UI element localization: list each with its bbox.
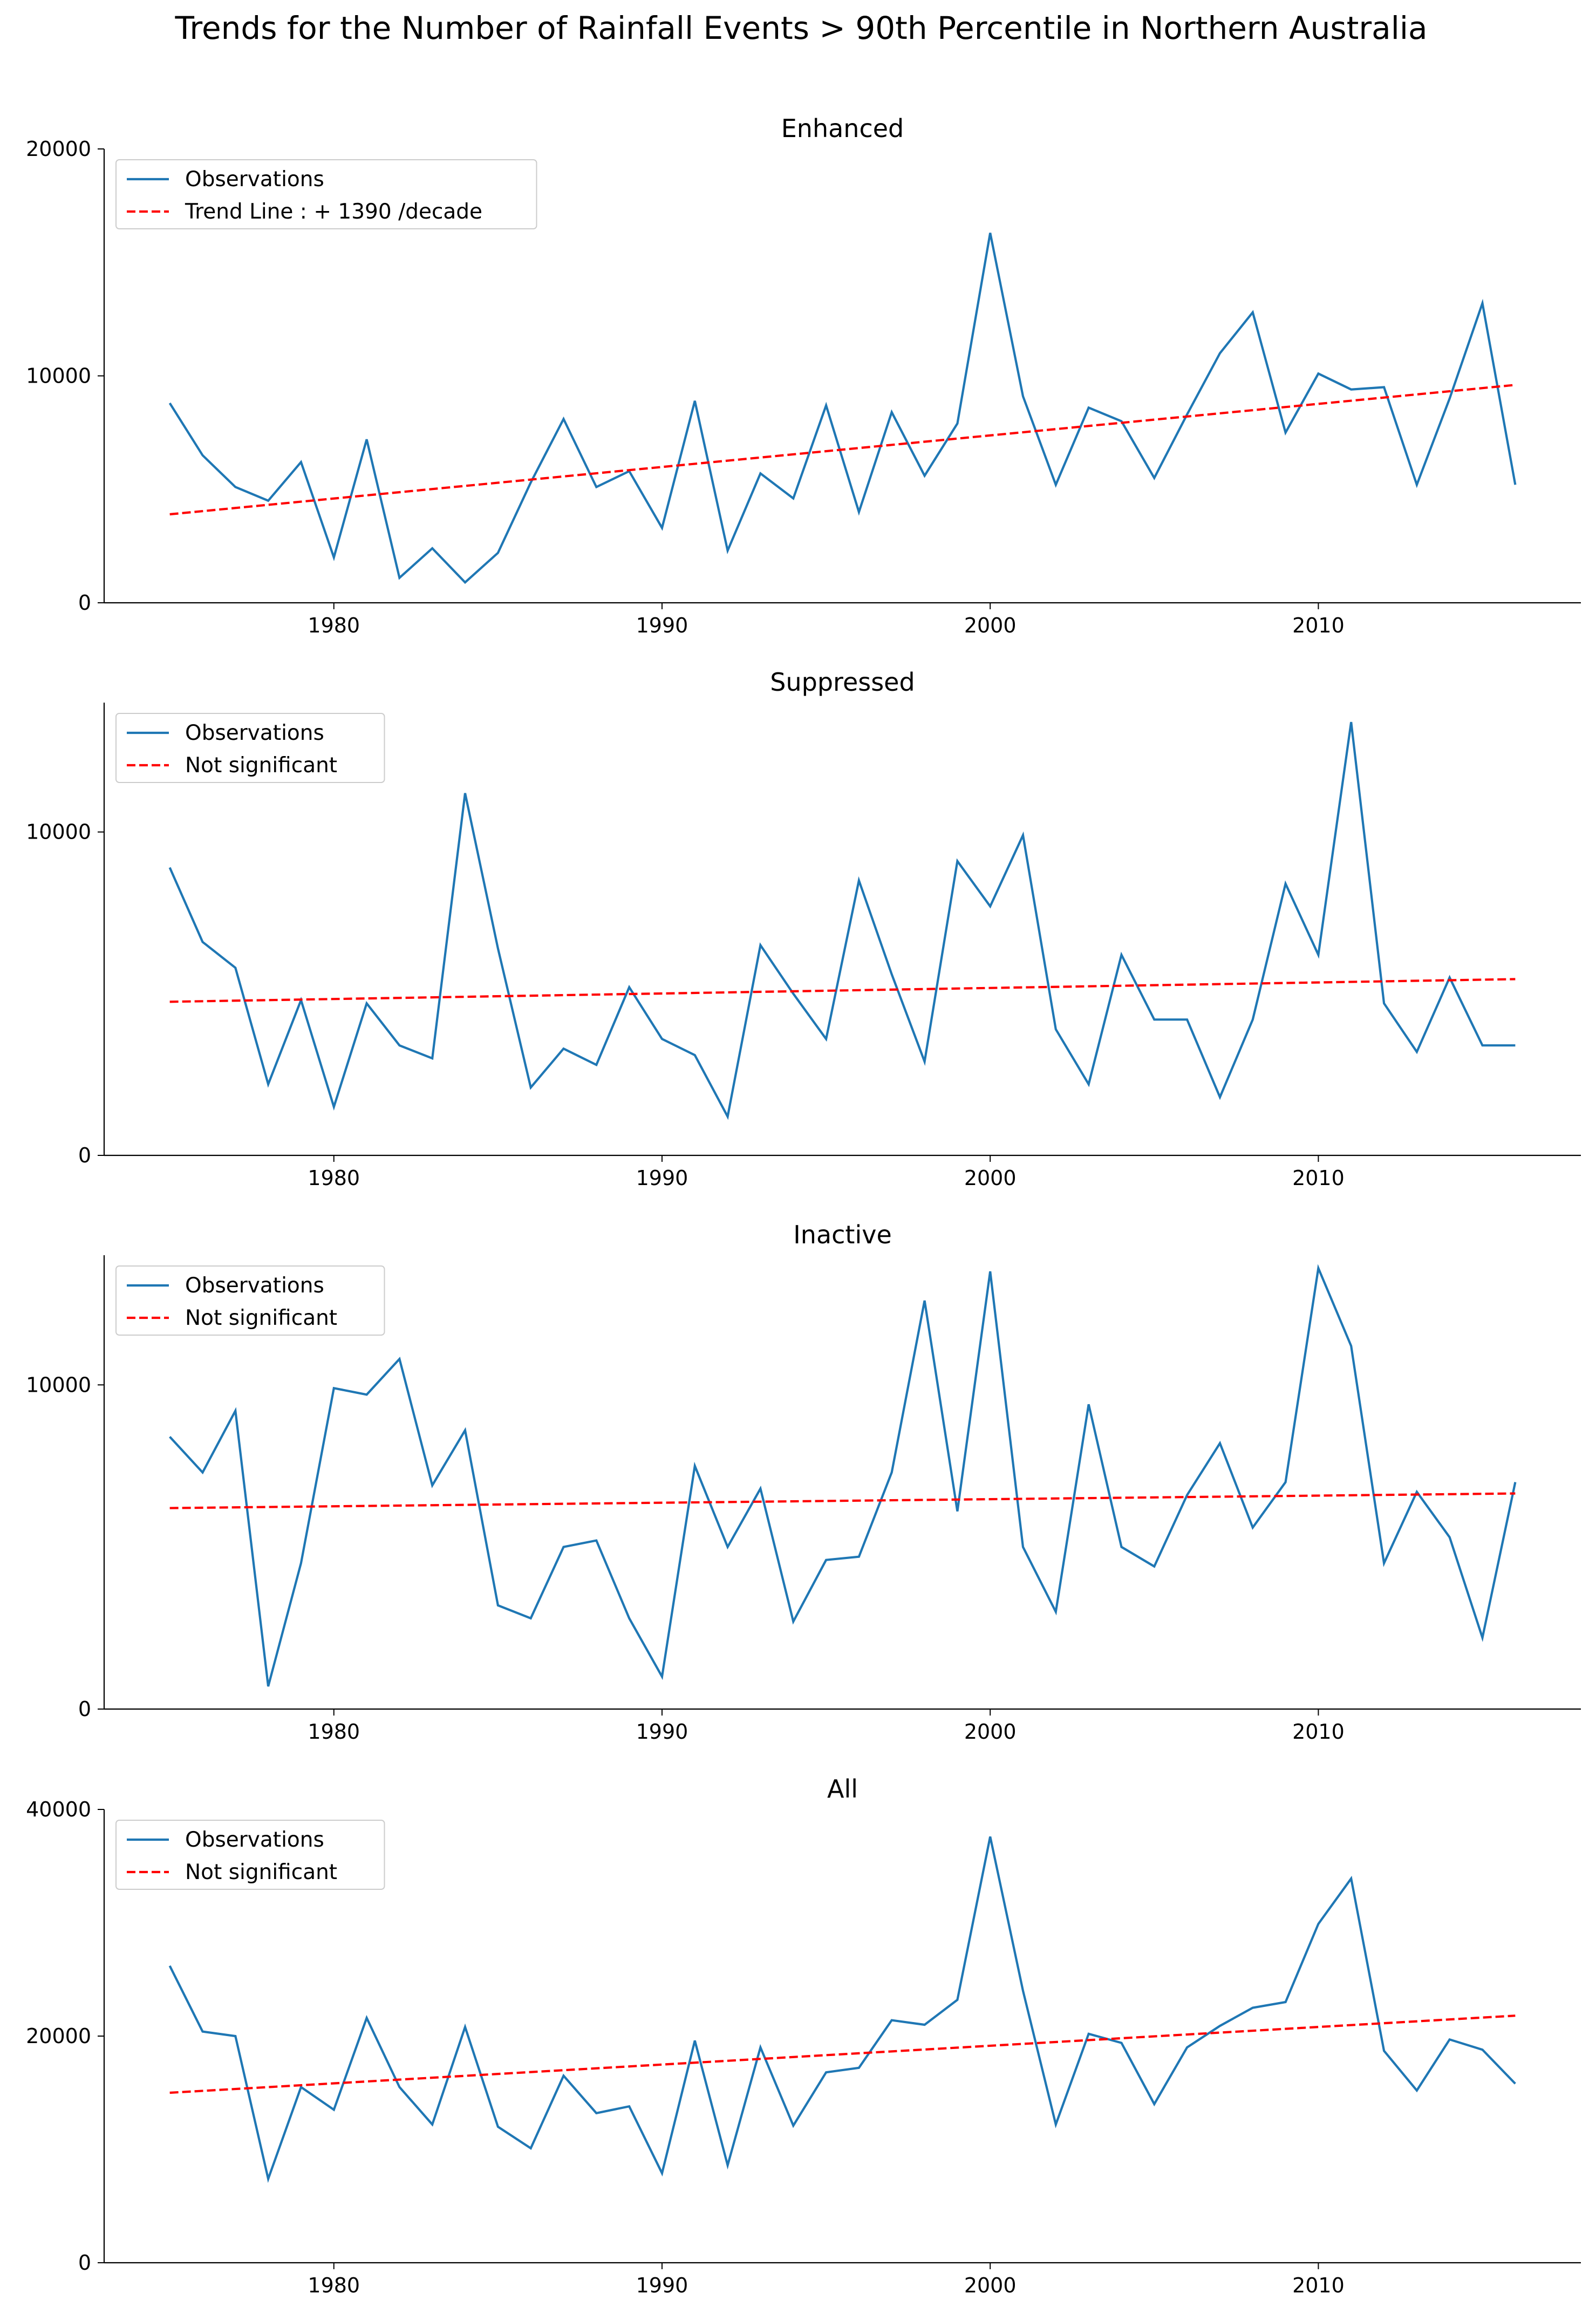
legend-label: Observations — [185, 721, 324, 745]
x-tick-label: 1990 — [636, 2274, 688, 2297]
legend: Observations Trend Line : + 1390 /decade — [115, 159, 537, 229]
y-tick-label: 40000 — [26, 1798, 91, 1821]
legend-frame — [115, 1265, 385, 1336]
subplot-all: All 1980 1990 2000 2010 0 20000 40000 Observatio… — [26, 1774, 1581, 2297]
y-tick-label: 20000 — [26, 137, 91, 161]
observations-line — [168, 722, 1516, 1120]
y-tick-label: 10000 — [26, 820, 91, 844]
x-tick-label: 1990 — [636, 614, 688, 637]
trend-line — [169, 1492, 1516, 1509]
subplot-enhanced: Enhanced 1980 1990 2000 2010 0 10000 20000 Obser… — [26, 114, 1581, 637]
y-tick-label: 0 — [78, 2251, 91, 2275]
legend-label: Observations — [185, 1828, 324, 1852]
subplot-title: Inactive — [793, 1220, 892, 1249]
legend-label: Not significant — [185, 1860, 337, 1884]
figure-title: Trends for the Number of Rainfall Events… — [175, 10, 1428, 46]
legend: Observations Not significant — [115, 1820, 385, 1890]
x-tick-label: 2010 — [1292, 2274, 1345, 2297]
y-tick-label: 10000 — [26, 1373, 91, 1397]
subplot-title: All — [827, 1774, 858, 1803]
x-tick-label: 1990 — [636, 1166, 688, 1190]
y-tick-label: 0 — [78, 1144, 91, 1167]
trend-line — [169, 978, 1516, 1003]
x-tick-label: 2000 — [964, 1166, 1017, 1190]
subplot-suppressed: Suppressed 1980 1990 2000 2010 0 10000 Observat… — [26, 668, 1581, 1190]
y-tick-label: 0 — [78, 591, 91, 615]
x-tick-label: 2000 — [964, 2274, 1017, 2297]
x-tick-label: 2000 — [964, 1720, 1017, 1744]
x-tick-label: 1980 — [308, 2274, 360, 2297]
x-tick-label: 1980 — [308, 614, 360, 637]
x-tick-label: 2010 — [1292, 1720, 1345, 1744]
legend-label: Trend Line : + 1390 /decade — [185, 200, 482, 224]
x-tick-label: 1980 — [308, 1166, 360, 1190]
x-tick-label: 1990 — [636, 1720, 688, 1744]
subplot-inactive: Inactive 1980 1990 2000 2010 0 10000 Observatio… — [26, 1220, 1581, 1744]
x-tick-label: 2010 — [1292, 614, 1345, 637]
y-tick-label: 0 — [78, 1697, 91, 1721]
x-tick-label: 2000 — [964, 614, 1017, 637]
legend-frame — [115, 713, 385, 783]
legend-label: Observations — [185, 167, 324, 192]
legend-label: Observations — [185, 1274, 324, 1298]
subplot-title: Enhanced — [781, 114, 904, 143]
subplot-title: Suppressed — [770, 668, 915, 697]
legend: Observations Not significant — [115, 1265, 385, 1336]
legend-label: Not significant — [185, 753, 337, 778]
trend-line — [169, 384, 1516, 516]
y-tick-label: 10000 — [26, 364, 91, 388]
trend-line — [169, 2014, 1516, 2094]
x-tick-label: 2010 — [1292, 1166, 1345, 1190]
y-tick-label: 20000 — [26, 2024, 91, 2048]
legend-frame — [115, 1820, 385, 1890]
legend-label: Not significant — [185, 1306, 337, 1330]
observations-line — [168, 233, 1517, 584]
observations-line — [169, 1264, 1517, 1687]
x-tick-label: 1980 — [308, 1720, 360, 1744]
legend: Observations Not significant — [115, 713, 385, 783]
legend-frame — [115, 159, 537, 229]
observations-line — [168, 1836, 1516, 2183]
